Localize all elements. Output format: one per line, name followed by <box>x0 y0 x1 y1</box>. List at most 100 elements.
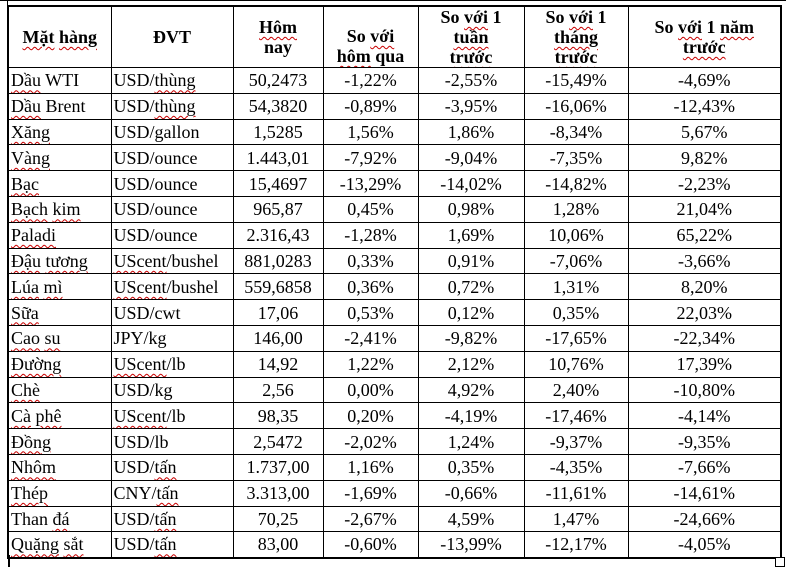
cell-so-voi-hom-qua[interactable]: -1,69% <box>322 479 419 507</box>
cell-so-voi-1-nam-truoc[interactable]: -4,69% <box>627 67 782 94</box>
cell-so-voi-1-thang-truoc[interactable]: -8,34% <box>523 118 629 146</box>
cell-so-voi-1-nam-truoc[interactable]: -22,34% <box>627 324 782 352</box>
cell-hom-nay[interactable]: 2.316,43 <box>232 221 324 249</box>
cell-mat-hang[interactable]: Xăng <box>7 118 112 146</box>
cell-so-voi-1-thang-truoc[interactable]: 2,40% <box>523 376 629 404</box>
cell-so-voi-1-nam-truoc[interactable]: 9,82% <box>627 144 782 172</box>
cell-so-voi-1-nam-truoc[interactable]: -4,14% <box>627 402 782 430</box>
cell-so-voi-hom-qua[interactable]: 1,16% <box>322 453 419 481</box>
cell-so-voi-1-thang-truoc[interactable]: -7,06% <box>523 247 629 275</box>
cell-so-voi-1-tuan-truoc[interactable]: 1,69% <box>417 221 525 249</box>
cell-so-voi-1-nam-truoc[interactable]: -24,66% <box>627 505 782 533</box>
cell-mat-hang[interactable]: Than đá <box>7 505 112 533</box>
cell-so-voi-1-thang-truoc[interactable]: -14,82% <box>523 170 629 197</box>
cell-dvt[interactable]: USD/kg <box>110 376 234 404</box>
cell-so-voi-1-tuan-truoc[interactable]: 0,98% <box>417 195 525 223</box>
cell-dvt[interactable]: CNY/tấn <box>110 479 234 507</box>
cell-mat-hang[interactable]: Quặng sắt <box>7 531 112 559</box>
cell-dvt[interactable]: USD/tấn <box>110 453 234 481</box>
cell-hom-nay[interactable]: 3.313,00 <box>232 479 324 507</box>
cell-hom-nay[interactable]: 54,3820 <box>232 92 324 120</box>
cell-so-voi-hom-qua[interactable]: 0,53% <box>322 299 419 326</box>
cell-mat-hang[interactable]: Nhôm <box>7 453 112 481</box>
cell-so-voi-hom-qua[interactable]: 1,22% <box>322 350 419 378</box>
cell-mat-hang[interactable]: Đường <box>7 350 112 378</box>
cell-hom-nay[interactable]: 881,0283 <box>232 247 324 275</box>
cell-so-voi-1-thang-truoc[interactable]: -17,65% <box>523 324 629 352</box>
cell-so-voi-1-tuan-truoc[interactable]: 0,12% <box>417 299 525 326</box>
cell-dvt[interactable]: USD/ounce <box>110 144 234 172</box>
cell-mat-hang[interactable]: Paladi <box>7 221 112 249</box>
cell-so-voi-hom-qua[interactable]: -1,22% <box>322 67 419 94</box>
header-cell-so-voi-hom-qua[interactable]: So với hôm qua <box>322 5 419 68</box>
cell-so-voi-1-thang-truoc[interactable]: 1,31% <box>523 273 629 301</box>
cell-dvt[interactable]: UScent/lb <box>110 402 234 430</box>
cell-so-voi-1-tuan-truoc[interactable]: -4,19% <box>417 402 525 430</box>
cell-so-voi-1-tuan-truoc[interactable]: 4,92% <box>417 376 525 404</box>
cell-so-voi-hom-qua[interactable]: -0,89% <box>322 92 419 120</box>
cell-so-voi-1-nam-truoc[interactable]: -7,66% <box>627 453 782 481</box>
cell-so-voi-1-nam-truoc[interactable]: 21,04% <box>627 195 782 223</box>
cell-so-voi-1-tuan-truoc[interactable]: -13,99% <box>417 531 525 559</box>
cell-so-voi-hom-qua[interactable]: -0,60% <box>322 531 419 559</box>
cell-mat-hang[interactable]: Cà phê <box>7 402 112 430</box>
cell-hom-nay[interactable]: 1,5285 <box>232 118 324 146</box>
cell-mat-hang[interactable]: Đậu tương <box>7 247 112 275</box>
cell-so-voi-1-nam-truoc[interactable]: -14,61% <box>627 479 782 507</box>
cell-so-voi-1-nam-truoc[interactable]: -10,80% <box>627 376 782 404</box>
cell-mat-hang[interactable]: Chè <box>7 376 112 404</box>
cell-hom-nay[interactable]: 1.443,01 <box>232 144 324 172</box>
cell-so-voi-1-tuan-truoc[interactable]: 1,24% <box>417 428 525 455</box>
cell-so-voi-1-tuan-truoc[interactable]: -3,95% <box>417 92 525 120</box>
cell-mat-hang[interactable]: Lúa mì <box>7 273 112 301</box>
cell-hom-nay[interactable]: 70,25 <box>232 505 324 533</box>
cell-hom-nay[interactable]: 1.737,00 <box>232 453 324 481</box>
cell-hom-nay[interactable]: 17,06 <box>232 299 324 326</box>
cell-so-voi-1-thang-truoc[interactable]: -11,61% <box>523 479 629 507</box>
cell-dvt[interactable]: USD/ounce <box>110 170 234 197</box>
cell-hom-nay[interactable]: 14,92 <box>232 350 324 378</box>
cell-dvt[interactable]: USD/cwt <box>110 299 234 326</box>
cell-mat-hang[interactable]: Bạch kim <box>7 195 112 223</box>
header-cell-so-voi-1-nam-truoc[interactable]: So với 1 năm trước <box>627 5 782 68</box>
cell-so-voi-1-tuan-truoc[interactable]: -14,02% <box>417 170 525 197</box>
cell-hom-nay[interactable]: 146,00 <box>232 324 324 352</box>
cell-dvt[interactable]: USD/lb <box>110 428 234 455</box>
cell-mat-hang[interactable]: Sữa <box>7 299 112 326</box>
cell-so-voi-hom-qua[interactable]: 0,20% <box>322 402 419 430</box>
cell-so-voi-1-thang-truoc[interactable]: 1,47% <box>523 505 629 533</box>
cell-so-voi-1-tuan-truoc[interactable]: 0,72% <box>417 273 525 301</box>
header-cell-mat-hang[interactable]: Mặt hàng <box>7 5 112 68</box>
cell-so-voi-1-nam-truoc[interactable]: 22,03% <box>627 299 782 326</box>
cell-mat-hang[interactable]: Dầu WTI <box>7 67 112 94</box>
cell-so-voi-1-thang-truoc[interactable]: -15,49% <box>523 67 629 94</box>
cell-so-voi-1-thang-truoc[interactable]: 1,28% <box>523 195 629 223</box>
cell-dvt[interactable]: USD/gallon <box>110 118 234 146</box>
cell-so-voi-1-tuan-truoc[interactable]: 0,91% <box>417 247 525 275</box>
cell-dvt[interactable]: UScent/bushel <box>110 247 234 275</box>
cell-hom-nay[interactable]: 965,87 <box>232 195 324 223</box>
cell-hom-nay[interactable]: 15,4697 <box>232 170 324 197</box>
cell-so-voi-hom-qua[interactable]: -7,92% <box>322 144 419 172</box>
cell-so-voi-hom-qua[interactable]: -2,67% <box>322 505 419 533</box>
cell-so-voi-1-thang-truoc[interactable]: 0,35% <box>523 299 629 326</box>
cell-so-voi-hom-qua[interactable]: -2,41% <box>322 324 419 352</box>
cell-hom-nay[interactable]: 83,00 <box>232 531 324 559</box>
cell-so-voi-hom-qua[interactable]: -1,28% <box>322 221 419 249</box>
table-resize-handle[interactable] <box>775 557 785 567</box>
cell-hom-nay[interactable]: 559,6858 <box>232 273 324 301</box>
header-cell-so-voi-1-thang-truoc[interactable]: So với 1 tháng trước <box>523 5 629 68</box>
cell-so-voi-1-nam-truoc[interactable]: -9,35% <box>627 428 782 455</box>
cell-so-voi-1-tuan-truoc[interactable]: 4,59% <box>417 505 525 533</box>
cell-so-voi-1-thang-truoc[interactable]: -16,06% <box>523 92 629 120</box>
cell-so-voi-1-tuan-truoc[interactable]: -2,55% <box>417 67 525 94</box>
cell-so-voi-hom-qua[interactable]: 0,45% <box>322 195 419 223</box>
cell-mat-hang[interactable]: Cao su <box>7 324 112 352</box>
cell-hom-nay[interactable]: 2,56 <box>232 376 324 404</box>
cell-so-voi-1-tuan-truoc[interactable]: -0,66% <box>417 479 525 507</box>
cell-mat-hang[interactable]: Dầu Brent <box>7 92 112 120</box>
cell-so-voi-1-nam-truoc[interactable]: -4,05% <box>627 531 782 559</box>
header-cell-hom-nay[interactable]: Hôm nay <box>232 5 324 68</box>
cell-so-voi-1-thang-truoc[interactable]: -12,17% <box>523 531 629 559</box>
cell-hom-nay[interactable]: 2,5472 <box>232 428 324 455</box>
